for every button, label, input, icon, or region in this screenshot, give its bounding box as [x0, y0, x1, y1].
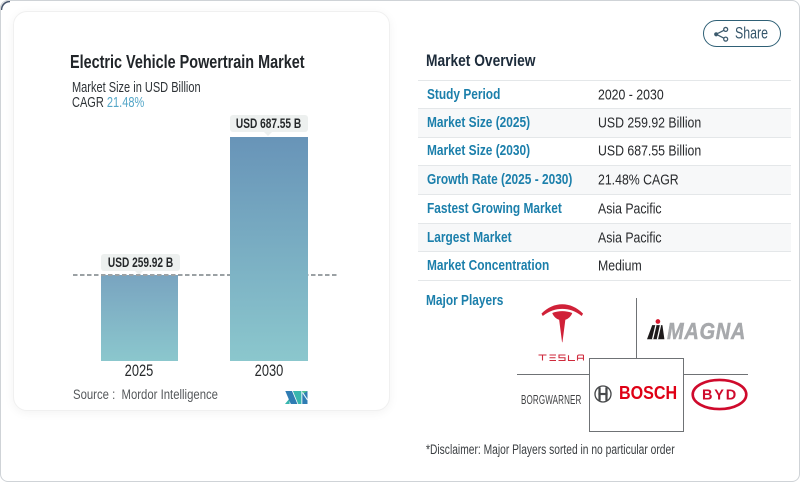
- svg-text:BYD: BYD: [702, 388, 738, 404]
